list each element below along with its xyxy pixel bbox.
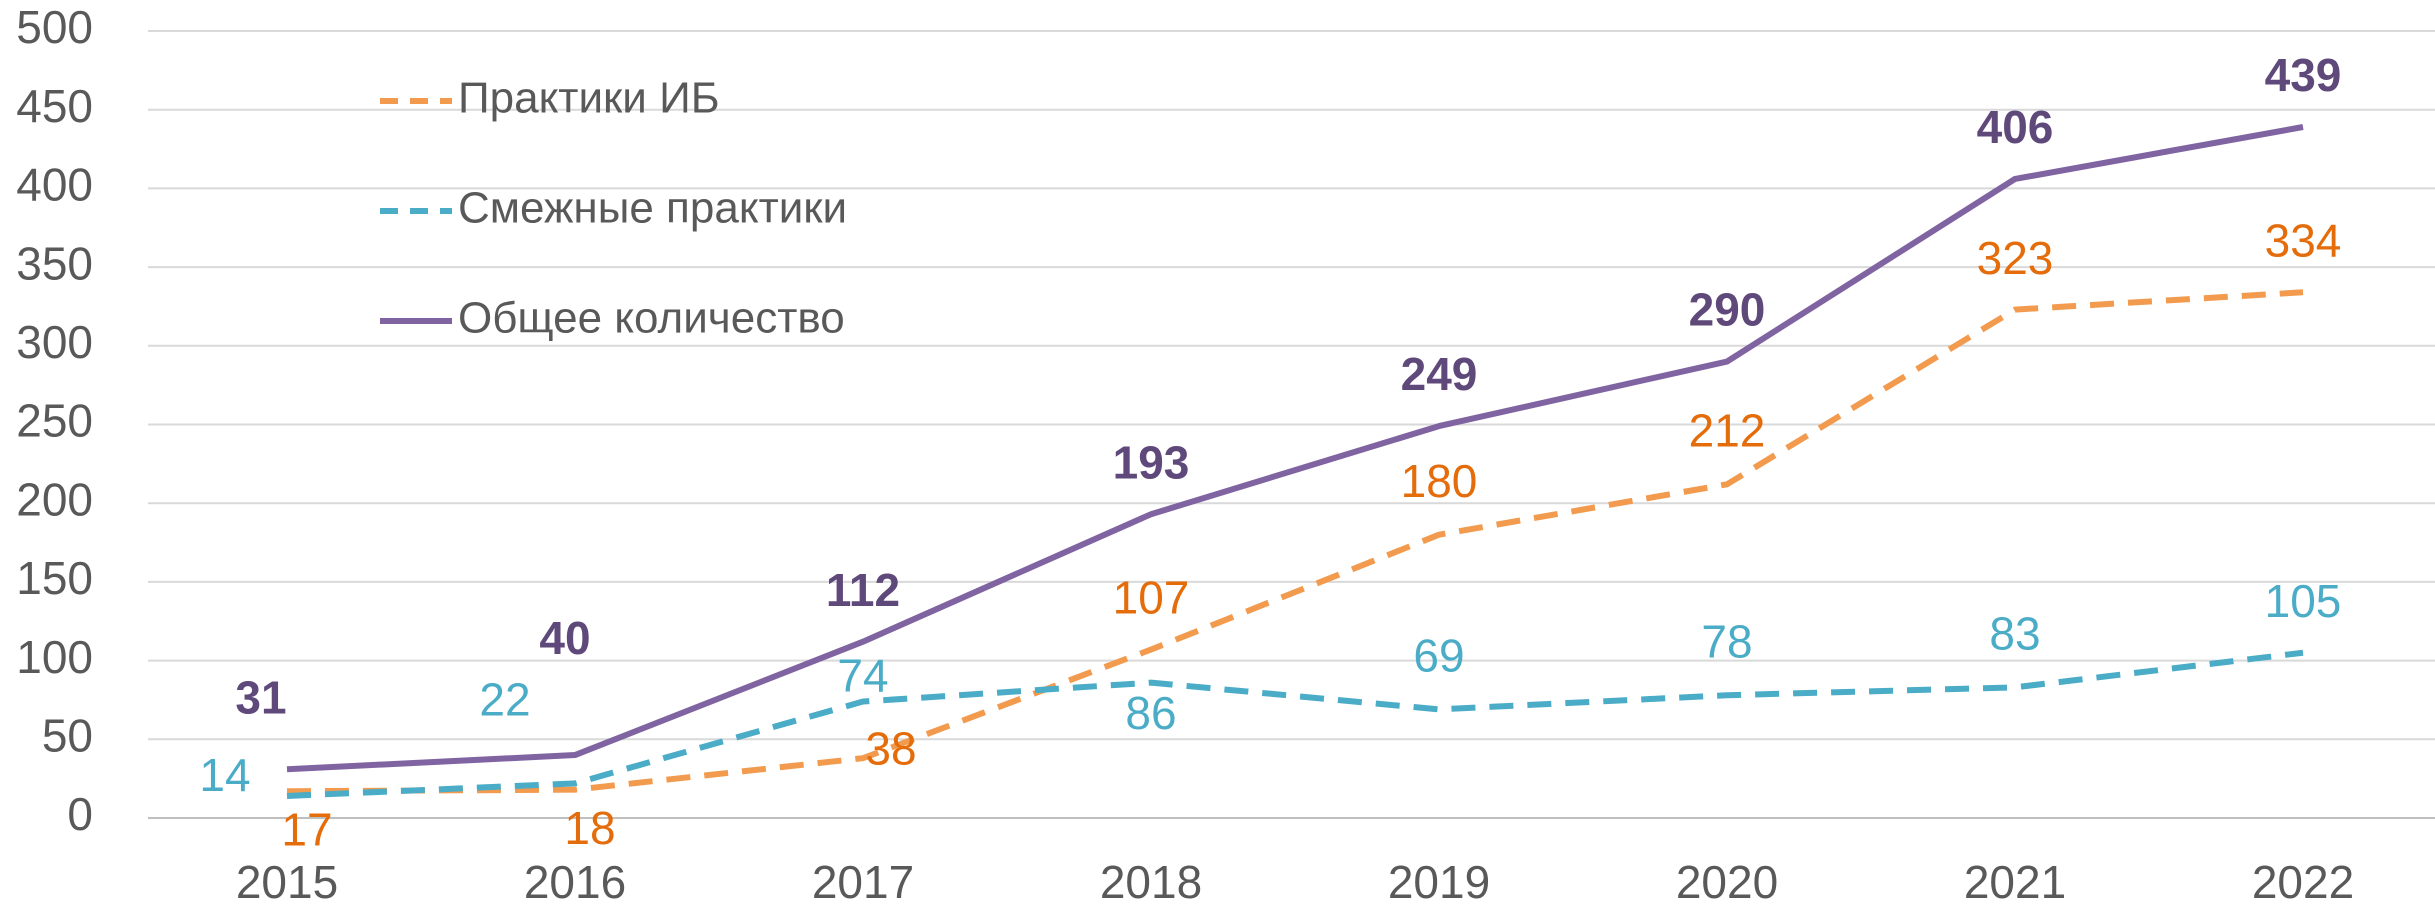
y-tick-label: 200 [16, 473, 93, 525]
series-line [286, 289, 2304, 795]
x-tick-label: 2020 [1676, 856, 1778, 908]
data-label: 69 [1413, 630, 1464, 682]
y-tick-label: 300 [16, 316, 93, 368]
data-label: 107 [1113, 572, 1190, 624]
data-label: 83 [1989, 608, 2040, 660]
data-label: 249 [1401, 348, 1478, 400]
data-label: 40 [539, 612, 590, 664]
data-label: 406 [1977, 101, 2054, 153]
legend-label: Смежные практики [458, 184, 847, 233]
data-label: 439 [2265, 49, 2342, 101]
data-label: 17 [281, 803, 332, 855]
y-tick-label: 400 [16, 159, 93, 211]
data-label: 78 [1701, 615, 1752, 667]
y-tick-label: 500 [16, 1, 93, 53]
data-label: 212 [1689, 404, 1766, 456]
data-label: 112 [826, 564, 900, 616]
data-label: 22 [479, 674, 530, 726]
legend-label: Практики ИБ [458, 74, 720, 123]
series-line [286, 124, 2304, 773]
y-tick-label: 450 [16, 80, 93, 132]
data-label: 180 [1401, 455, 1478, 507]
data-label: 323 [1977, 232, 2054, 284]
data-label: 18 [564, 802, 615, 854]
x-tick-label: 2019 [1388, 856, 1490, 908]
data-label: 38 [865, 722, 916, 774]
x-tick-label: 2021 [1964, 856, 2066, 908]
y-tick-label: 0 [67, 788, 93, 840]
data-label: 105 [2265, 575, 2342, 627]
legend-label: Общее количество [458, 294, 845, 343]
data-label: 290 [1689, 284, 1766, 336]
data-label: 14 [199, 749, 250, 801]
data-label: 74 [837, 650, 888, 702]
x-tick-label: 2015 [236, 856, 338, 908]
y-tick-label: 350 [16, 237, 93, 289]
data-label: 86 [1125, 687, 1176, 739]
y-tick-label: 150 [16, 552, 93, 604]
y-tick-label: 250 [16, 395, 93, 447]
x-tick-label: 2022 [2252, 856, 2354, 908]
data-label: 193 [1113, 436, 1190, 488]
x-tick-label: 2018 [1100, 856, 1202, 908]
x-tick-label: 2017 [812, 856, 914, 908]
x-tick-label: 2016 [524, 856, 626, 908]
y-tick-label: 100 [16, 631, 93, 683]
data-label: 334 [2265, 214, 2342, 266]
y-tick-label: 50 [42, 709, 93, 761]
data-label: 31 [235, 671, 286, 723]
series-line [286, 649, 2304, 799]
